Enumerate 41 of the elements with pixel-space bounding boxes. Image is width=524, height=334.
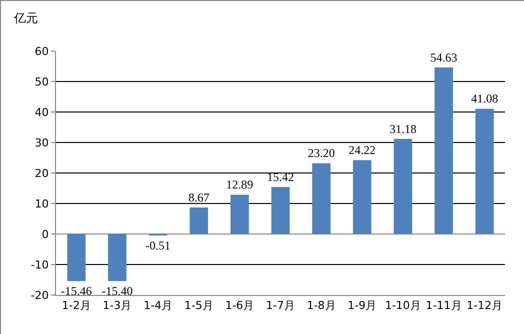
data-label: 8.67 — [188, 190, 210, 205]
bar — [190, 208, 208, 234]
y-tick-label: 20 — [34, 166, 49, 180]
bar — [67, 234, 86, 282]
x-tick-label: 1-11月 — [426, 299, 462, 312]
bar — [271, 186, 290, 234]
bar — [230, 194, 249, 234]
x-tick-label: 1-4月 — [144, 299, 173, 312]
x-tick-label: 1-12月 — [466, 299, 503, 312]
x-tick-label: 1-9月 — [348, 299, 377, 312]
x-tick-label: 1-6月 — [225, 299, 254, 312]
data-label: 12.89 — [226, 178, 254, 192]
x-tick-label: 1-10月 — [384, 299, 421, 312]
data-label: -15.40 — [102, 284, 133, 298]
data-label: 23.20 — [308, 146, 335, 160]
x-tick-label: 1-8月 — [306, 299, 336, 312]
bar — [475, 108, 494, 234]
bar — [352, 160, 372, 234]
data-label: 54.63 — [430, 50, 458, 64]
y-axis-title: 亿元 — [13, 11, 38, 25]
bar — [394, 138, 412, 234]
y-tick-label: 0 — [42, 228, 49, 241]
y-tick-label: 10 — [34, 197, 49, 210]
data-label: 24.22 — [348, 143, 376, 158]
y-tick-label: 60 — [34, 44, 49, 58]
y-tick-label: 30 — [34, 136, 49, 150]
data-label: 31.18 — [389, 122, 416, 136]
y-tick-label: -20 — [30, 288, 49, 302]
y-tick-label: 40 — [34, 106, 49, 119]
y-tick-label: 50 — [34, 75, 49, 88]
data-label: 41.08 — [471, 92, 498, 106]
x-tick-label: 1-3月 — [102, 299, 132, 312]
bar — [108, 234, 126, 281]
bar — [434, 67, 453, 234]
y-tick-label: -10 — [30, 258, 49, 272]
x-tick-label: 1-2月 — [62, 299, 91, 312]
data-label: -0.51 — [146, 238, 171, 253]
x-tick-label: 1-5月 — [184, 299, 214, 312]
x-tick-label: 1-7月 — [266, 299, 295, 312]
bar — [312, 163, 330, 234]
data-label: -15.46 — [60, 284, 92, 298]
